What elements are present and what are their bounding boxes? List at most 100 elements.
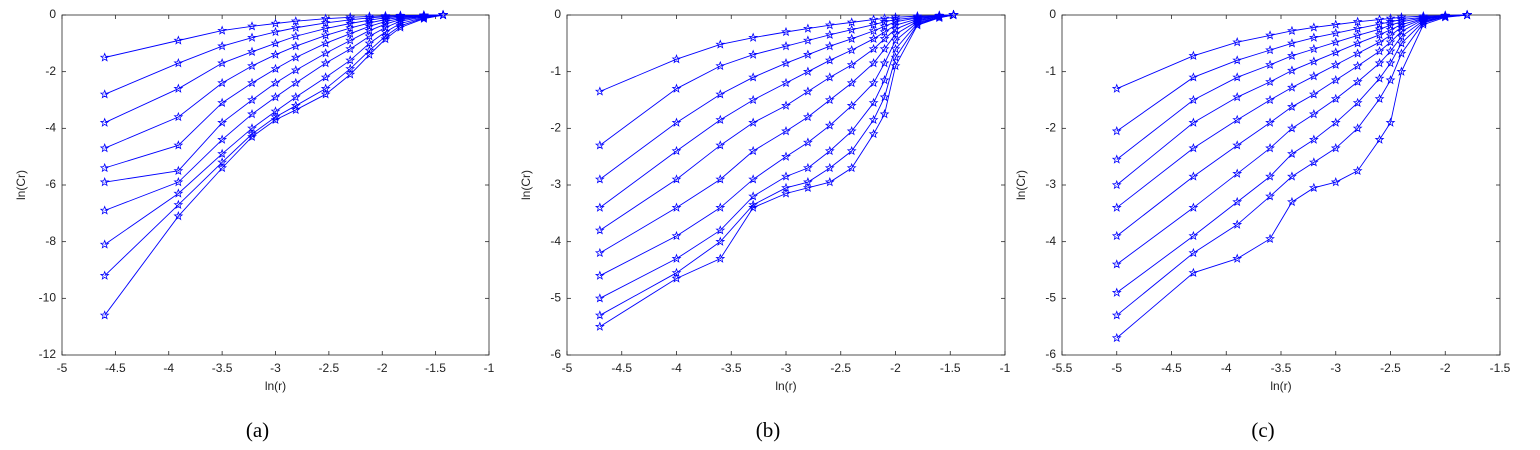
star-marker — [1111, 179, 1122, 190]
star-marker — [345, 14, 356, 24]
star-marker — [1330, 27, 1341, 38]
star-marker — [781, 100, 791, 110]
y-tick-label: -10 — [39, 291, 57, 305]
star-marker — [290, 52, 301, 62]
star-marker — [868, 114, 879, 124]
star-marker — [320, 48, 331, 58]
star-marker — [173, 177, 184, 187]
star-marker — [290, 104, 301, 115]
star-marker — [1111, 202, 1122, 212]
star-marker — [290, 41, 301, 51]
star-marker — [1111, 83, 1122, 93]
star-marker — [1308, 134, 1319, 144]
star-marker — [1265, 30, 1275, 40]
star-marker — [594, 86, 605, 96]
star-marker — [1330, 117, 1341, 127]
x-tick-label: -1.5 — [1490, 361, 1511, 375]
x-tick-label: -2 — [890, 361, 901, 375]
star-marker — [1265, 233, 1275, 243]
star-marker — [345, 55, 356, 65]
star-marker — [715, 39, 726, 49]
star-marker — [803, 23, 813, 33]
star-marker — [1396, 38, 1407, 48]
star-marker — [99, 205, 110, 215]
star-marker — [1287, 50, 1297, 60]
star-marker — [418, 13, 429, 23]
star-marker — [320, 58, 331, 68]
star-marker — [748, 49, 759, 59]
plot-area — [1061, 14, 1501, 356]
star-marker — [715, 114, 726, 124]
star-marker — [890, 16, 901, 26]
star-marker — [868, 77, 879, 88]
star-marker — [594, 247, 605, 258]
star-marker — [99, 177, 110, 187]
star-marker — [824, 120, 835, 130]
star-marker — [1308, 71, 1319, 81]
star-marker — [270, 114, 281, 124]
star-marker — [1330, 177, 1341, 187]
star-marker — [879, 13, 890, 23]
star-marker — [1374, 93, 1385, 104]
x-tick-label: -4.5 — [105, 361, 126, 375]
star-marker — [1111, 310, 1122, 320]
star-marker — [395, 22, 406, 32]
star-marker — [715, 140, 726, 150]
series-line — [599, 14, 954, 277]
star-marker — [247, 32, 257, 42]
y-tick-label: -2 — [45, 64, 56, 78]
x-tick-label: -4.5 — [1161, 361, 1182, 375]
star-marker — [320, 72, 331, 82]
x-tick-label: -4 — [671, 361, 682, 375]
star-marker — [824, 94, 835, 105]
star-marker — [671, 253, 682, 263]
star-marker — [1308, 43, 1319, 54]
panel-caption: (b) — [756, 418, 781, 442]
x-tick-label: -3.5 — [721, 361, 742, 375]
star-marker — [1330, 59, 1341, 70]
star-marker — [824, 162, 835, 173]
star-marker — [824, 20, 835, 30]
x-tick-label: -2.5 — [830, 361, 851, 375]
star-marker — [715, 225, 726, 235]
star-marker — [99, 239, 110, 249]
star-marker — [345, 43, 356, 54]
star-marker — [247, 94, 257, 105]
star-marker — [1352, 165, 1363, 175]
star-marker — [270, 49, 281, 59]
star-marker — [671, 174, 682, 184]
star-marker — [803, 49, 813, 59]
y-tick-label: -1 — [550, 64, 561, 78]
star-marker — [868, 43, 879, 54]
star-marker — [217, 58, 228, 68]
star-marker — [247, 77, 257, 88]
star-marker — [1440, 12, 1451, 22]
star-marker — [781, 58, 791, 68]
star-marker — [270, 26, 281, 37]
star-marker — [247, 60, 257, 71]
star-marker — [1385, 75, 1396, 85]
star-marker — [748, 199, 759, 209]
star-marker — [173, 199, 184, 209]
star-marker — [715, 174, 726, 184]
star-marker — [1308, 157, 1319, 167]
star-marker — [173, 111, 184, 122]
star-marker — [671, 230, 682, 241]
star-marker — [748, 72, 759, 82]
star-marker — [868, 58, 879, 68]
star-marker — [1374, 46, 1385, 56]
star-marker — [1440, 10, 1451, 21]
star-marker — [1330, 93, 1341, 104]
star-marker — [879, 92, 890, 102]
series-line — [1116, 14, 1468, 294]
star-marker — [247, 131, 257, 141]
star-marker — [868, 97, 879, 107]
star-marker — [1396, 48, 1407, 58]
star-marker — [594, 310, 605, 320]
star-marker — [846, 145, 857, 156]
star-marker — [364, 21, 375, 31]
star-marker — [890, 20, 901, 30]
star-marker — [1232, 72, 1243, 82]
star-marker — [1188, 50, 1199, 60]
